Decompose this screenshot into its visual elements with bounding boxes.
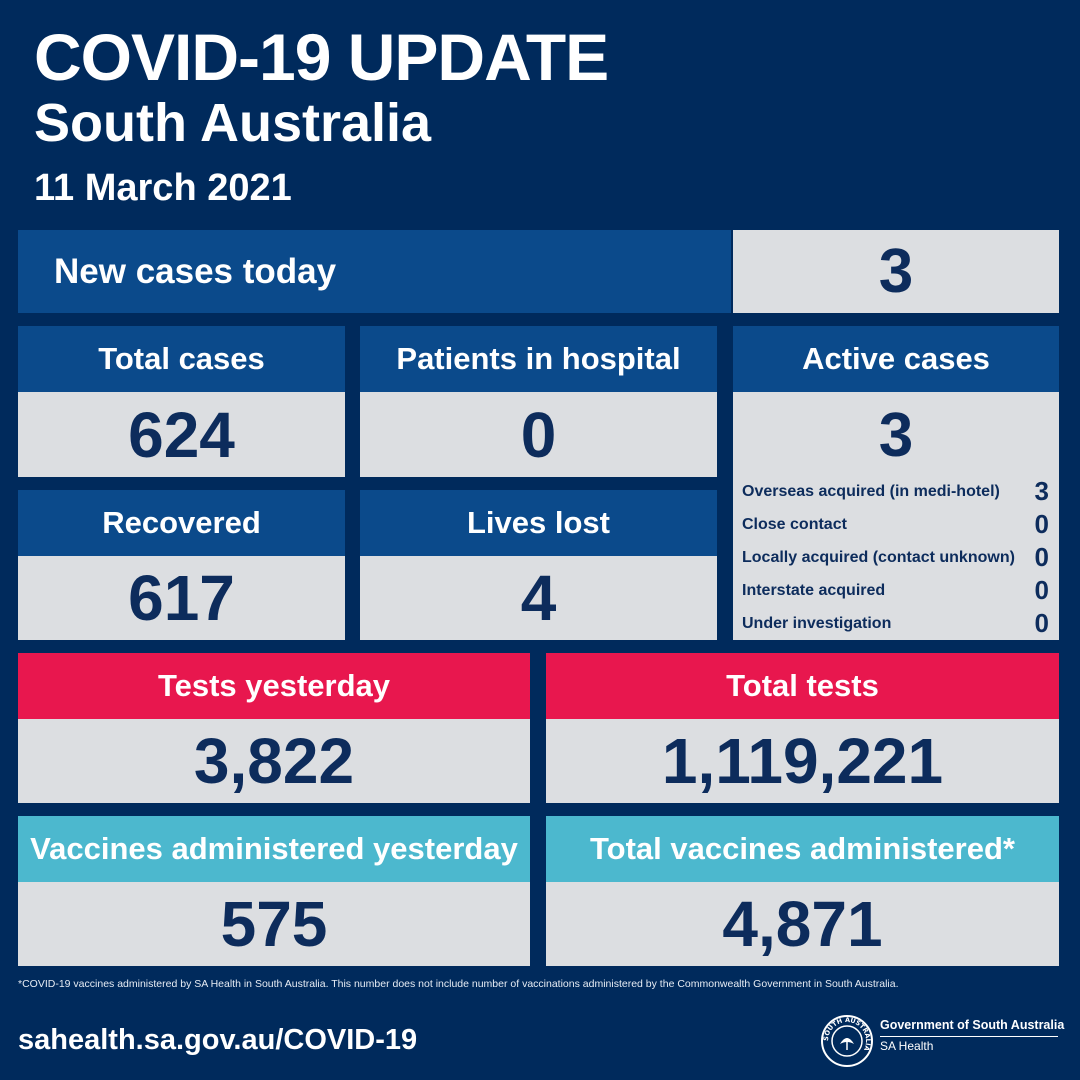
recovered-value: 617 [18,556,345,640]
page-subtitle: South Australia [34,93,432,153]
lives-lost-value: 4 [360,556,717,640]
total-cases-label: Total cases [18,326,345,392]
hospital-label: Patients in hospital [360,326,717,392]
sa-seal-icon: SOUTH AUSTRALIA [821,1015,873,1067]
active-cases-panel: 3 Overseas acquired (in medi-hotel) 3 Cl… [733,392,1059,640]
total-tests-label: Total tests [546,653,1059,719]
lives-lost-label: Lives lost [360,490,717,556]
breakdown-value: 0 [1034,509,1049,539]
total-vaccines-value: 4,871 [546,882,1059,966]
active-breakdown-row: Locally acquired (contact unknown) 0 [742,542,1049,573]
breakdown-value: 0 [1034,608,1049,638]
vaccines-yesterday-value: 575 [18,882,530,966]
active-breakdown-row: Close contact 0 [742,509,1049,540]
new-cases-label: New cases today [18,230,731,313]
active-cases-value: 3 [878,401,914,470]
footnote: *COVID-19 vaccines administered by SA He… [18,978,899,990]
new-cases-value: 3 [733,230,1059,313]
breakdown-label: Interstate acquired [742,581,886,599]
breakdown-value: 3 [1034,476,1049,506]
total-tests-value: 1,119,221 [546,719,1059,803]
hospital-value: 0 [360,392,717,477]
total-vaccines-label: Total vaccines administered* [546,816,1059,882]
breakdown-value: 0 [1034,542,1049,572]
recovered-label: Recovered [18,490,345,556]
breakdown-value: 0 [1034,575,1049,605]
gov-subtitle: SA Health [880,1039,934,1053]
report-date: 11 March 2021 [34,167,292,209]
gov-divider [880,1036,1058,1037]
website-link[interactable]: sahealth.sa.gov.au/COVID-19 [18,1024,418,1056]
page-title: COVID-19 UPDATE [34,20,609,94]
gov-title: Government of South Australia [880,1018,1065,1032]
active-breakdown-row: Overseas acquired (in medi-hotel) 3 [742,476,1049,507]
active-cases-label: Active cases [733,326,1059,392]
breakdown-label: Close contact [742,515,847,533]
total-cases-value: 624 [18,392,345,477]
tests-yesterday-value: 3,822 [18,719,530,803]
active-breakdown-row: Under investigation 0 [742,608,1049,639]
active-breakdown-row: Interstate acquired 0 [742,575,1049,606]
breakdown-label: Overseas acquired (in medi-hotel) [742,482,1000,500]
tests-yesterday-label: Tests yesterday [18,653,530,719]
breakdown-label: Under investigation [742,614,892,632]
breakdown-label: Locally acquired (contact unknown) [742,548,1015,566]
vaccines-yesterday-label: Vaccines administered yesterday [18,816,530,882]
government-logo: SOUTH AUSTRALIA Government of South Aust… [820,1012,1070,1072]
